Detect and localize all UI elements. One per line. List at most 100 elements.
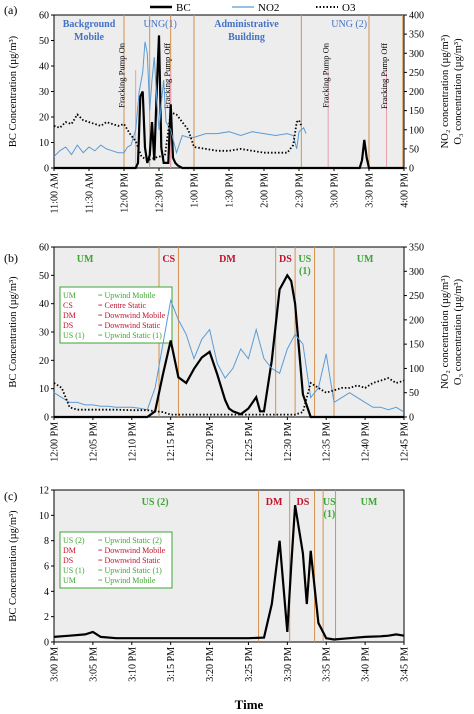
x-tick-label: 12:00 PM [50, 422, 61, 462]
pump-annotation: Fracking Pump On [321, 42, 331, 107]
x-tick-label: 3:45 PM [400, 647, 411, 682]
region-label: DM [219, 254, 236, 265]
x-tick-label: 3:30 PM [365, 173, 376, 208]
y2-tick-label: 100 [409, 364, 424, 375]
y-tick-label: 0 [44, 413, 49, 424]
region-label: UNG (2) [331, 19, 367, 30]
region-label: UM [77, 254, 94, 265]
x-tick-label: 4:00 PM [400, 173, 411, 208]
legend-bc-label: BC [176, 2, 191, 14]
y2-axis-label: O₃ concentration (µg/m³) [453, 278, 464, 385]
y2-tick-label: 350 [409, 243, 424, 254]
y-tick-label: 12 [39, 486, 49, 497]
y-tick-label: 8 [44, 536, 49, 547]
y-tick-label: 4 [44, 587, 49, 598]
x-tick-label: 12:45 PM [400, 422, 411, 462]
panel-a-chart: (a) 0 10 20 30 40 50 60 BC Concentration (µg/m³)… [4, 3, 464, 213]
y2-tick-label: 100 [409, 125, 424, 136]
legend-no2-label: NO2 [258, 2, 279, 14]
region-label: US [323, 497, 336, 508]
x-tick-label: 12:30 PM [155, 173, 166, 213]
region-label: Building [228, 32, 265, 43]
y-tick-label: 10 [39, 384, 49, 395]
y2-tick-label: 400 [409, 11, 424, 22]
x-tick-label: 2:00 PM [260, 173, 271, 208]
y-tick-label: 40 [39, 62, 49, 73]
y-tick-label: 30 [39, 87, 49, 98]
key-desc: = Upwind Static (1) [98, 566, 162, 575]
x-tick-label: 12:20 PM [205, 422, 216, 462]
region-label: DS [279, 254, 292, 265]
series-o3-line [53, 377, 405, 416]
key-abbr: US (1) [63, 331, 85, 340]
region-label: CS [162, 254, 175, 265]
region-label: (1) [323, 509, 335, 520]
y-axis-label: BC Concentration (µg/m³) [8, 276, 19, 388]
panel-c-chart: (c) 0 2 4 6 8 10 12 BC Concentration (µg/m³) 3:00… [4, 486, 411, 682]
key-desc: = Upwind Static (1) [98, 331, 162, 340]
y-axis-label: BC Concentration (µg/m³) [8, 510, 19, 622]
y2-tick-label: 250 [409, 291, 424, 302]
region-label: US (2) [142, 497, 169, 508]
y-tick-label: 0 [44, 638, 49, 649]
key-desc: = Centre Static [98, 301, 147, 310]
y-tick-label: 10 [39, 511, 49, 522]
y-tick-label: 60 [39, 11, 49, 22]
x-tick-label: 3:25 PM [244, 647, 255, 682]
x-tick-label: 2:30 PM [295, 173, 306, 208]
panel-b-chart: (b) 0 10 20 30 40 50 60 BC Concentration (µg/m³)… [4, 243, 464, 462]
x-tick-label: 12:05 PM [88, 422, 99, 462]
key-abbr: DS [63, 556, 73, 565]
y-tick-label: 20 [39, 356, 49, 367]
y2-tick-label: 50 [409, 144, 419, 155]
key-abbr: UM [63, 291, 76, 300]
x-axis-title: Time [235, 697, 264, 712]
x-tick-label: 11:00 AM [50, 173, 61, 214]
x-tick-label: 12:30 PM [283, 422, 294, 462]
y2-tick-label: 150 [409, 106, 424, 117]
key-desc: = Upwind Mobile [98, 576, 156, 585]
key-box [59, 286, 173, 344]
series-o3-line [53, 111, 303, 162]
region-label: Background [63, 19, 116, 30]
y2-tick-label: 200 [409, 315, 424, 326]
key-abbr: CS [63, 301, 73, 310]
y2-tick-label: 350 [409, 30, 424, 41]
x-tick-label: 3:40 PM [361, 647, 372, 682]
pump-annotation: Fracking Pump Off [162, 43, 172, 109]
region-label: Mobile [74, 32, 105, 43]
key-desc: = Upwind Static (2) [98, 536, 162, 545]
x-tick-label: 12:40 PM [361, 422, 372, 462]
region-label: (1) [299, 266, 311, 277]
y2-tick-label: 0 [409, 413, 414, 424]
y-axis-label: BC Concentration (µg/m³) [8, 35, 19, 147]
y2-axis-label: NO₂ concentration (µg/m³) [440, 275, 451, 389]
region-label: US [298, 254, 311, 265]
y-tick-label: 2 [44, 612, 49, 623]
y-tick-label: 40 [39, 299, 49, 310]
x-tick-label: 12:00 PM [120, 173, 131, 213]
y2-tick-label: 300 [409, 49, 424, 60]
x-tick-label: 3:10 PM [127, 647, 138, 682]
y-tick-label: 60 [39, 243, 49, 254]
region-label: Administrative [214, 19, 279, 30]
key-abbr: UM [63, 576, 76, 585]
y-tick-label: 0 [44, 164, 49, 175]
key-desc: = Downwind Mobile [98, 546, 166, 555]
y2-axis-label: O₃ concentration (µg/m³) [453, 38, 464, 145]
y2-tick-label: 150 [409, 340, 424, 351]
x-tick-label: 1:30 PM [225, 173, 236, 208]
x-tick-label: 3:00 PM [50, 647, 61, 682]
x-tick-label: 12:25 PM [244, 422, 255, 462]
x-tick-label: 3:00 PM [330, 173, 341, 208]
key-abbr: DM [63, 546, 76, 555]
plot-area [53, 14, 405, 169]
series-no2-line [53, 41, 307, 157]
series-bc-line [54, 273, 404, 419]
key-abbr: US (1) [63, 566, 85, 575]
y-tick-label: 6 [44, 562, 49, 573]
x-tick-label: 12:15 PM [166, 422, 177, 462]
region-label: DM [266, 497, 283, 508]
x-tick-label: 3:20 PM [205, 647, 216, 682]
